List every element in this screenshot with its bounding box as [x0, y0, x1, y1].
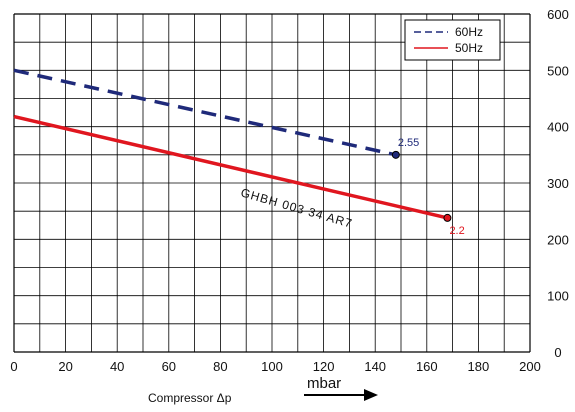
x-tick-label: 120 — [313, 359, 335, 374]
x-tick-label: 60 — [162, 359, 176, 374]
y-tick-label: 100 — [547, 289, 569, 304]
series-line-50hz — [13, 114, 448, 220]
legend-box — [404, 19, 501, 61]
x-tick-label: 140 — [364, 359, 386, 374]
y-tick-label: 0 — [554, 345, 561, 360]
y-tick-label: 300 — [547, 176, 569, 191]
series-line-60hz — [13, 68, 397, 157]
x-tick-label: 0 — [10, 359, 17, 374]
grid — [13, 13, 531, 353]
series-endpoint-60hz — [391, 150, 400, 159]
series-group: 2.55 2.2 — [13, 68, 465, 237]
y-tick-label: 600 — [547, 7, 569, 22]
x-tick-label: 160 — [416, 359, 438, 374]
endpoint-label-60hz: 2.55 — [398, 137, 419, 149]
x-tick-label: 20 — [58, 359, 72, 374]
legend: 60Hz 50Hz — [404, 19, 501, 61]
y-tick-label: 400 — [547, 120, 569, 135]
x-axis-label: Compressor Δp — [148, 391, 232, 405]
x-axis-unit: mbar — [307, 375, 341, 392]
y-tick-label: 500 — [547, 63, 569, 78]
x-tick-labels: 0 20 40 60 80 100 120 140 160 180 200 — [10, 359, 540, 374]
x-tick-label: 100 — [261, 359, 283, 374]
x-tick-label: 80 — [213, 359, 227, 374]
x-tick-label: 40 — [110, 359, 124, 374]
legend-label-60hz: 60Hz — [455, 25, 483, 39]
series-endpoint-50hz — [443, 213, 452, 222]
unit-arrow — [304, 389, 378, 401]
x-tick-label: 200 — [519, 359, 541, 374]
legend-label-50hz: 50Hz — [455, 41, 483, 55]
x-tick-label: 180 — [468, 359, 490, 374]
endpoint-label-50hz: 2.2 — [449, 225, 464, 237]
y-tick-label: 200 — [547, 232, 569, 247]
y-tick-labels: 0 100 200 300 400 500 600 — [547, 7, 569, 360]
